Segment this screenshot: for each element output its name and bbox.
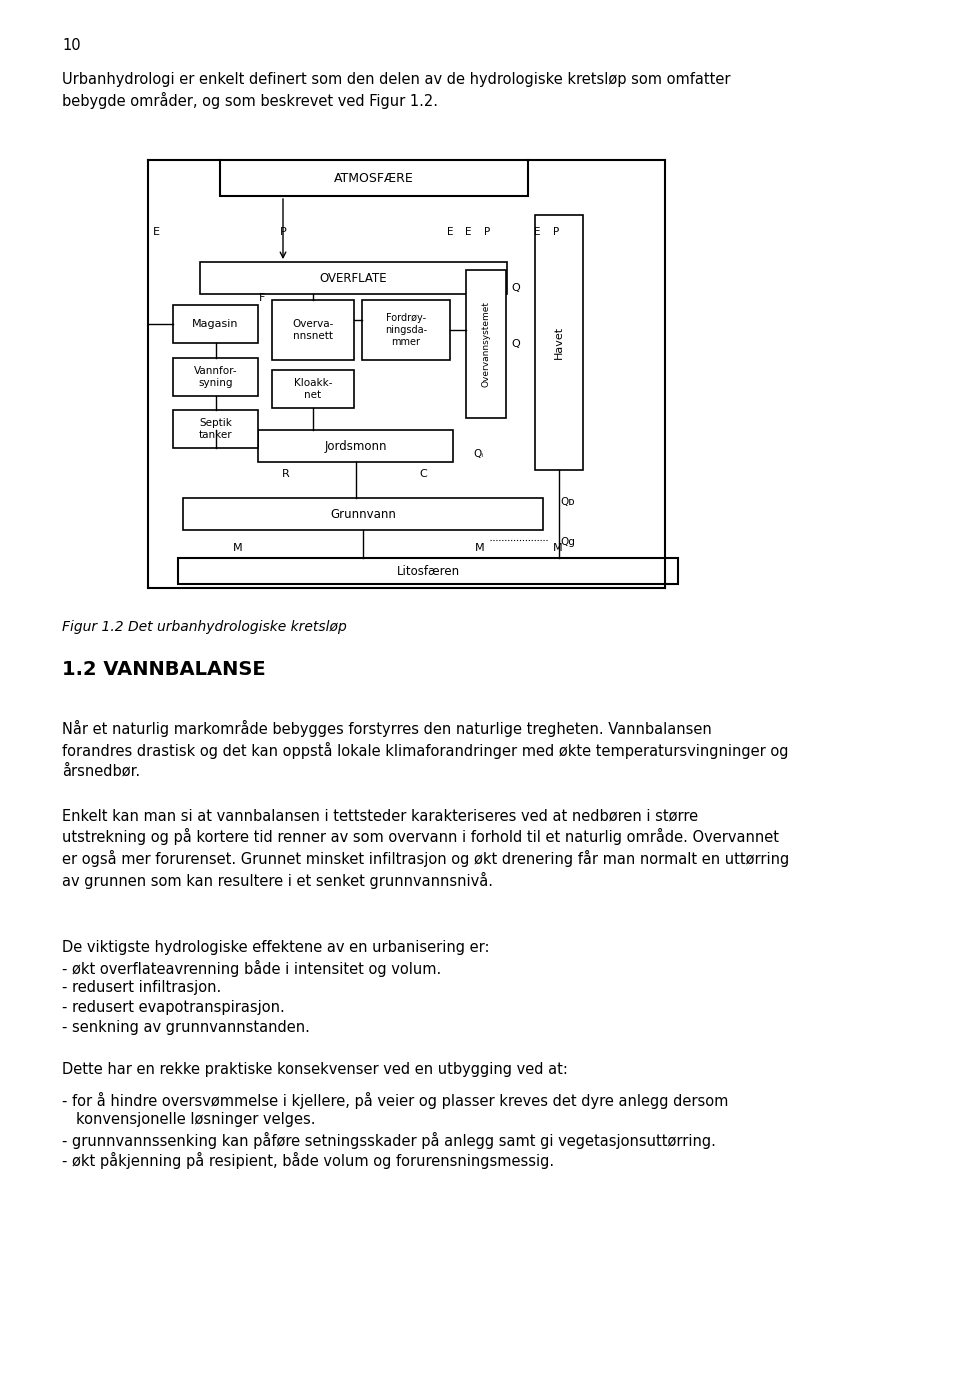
Bar xyxy=(183,498,543,531)
Text: E: E xyxy=(534,227,540,236)
Bar xyxy=(220,160,528,196)
Text: - for å hindre oversvømmelse i kjellere, på veier og plasser kreves det dyre anl: - for å hindre oversvømmelse i kjellere,… xyxy=(62,1092,729,1108)
Text: Qg: Qg xyxy=(561,538,575,547)
Bar xyxy=(173,410,258,448)
Bar xyxy=(272,300,354,359)
Bar xyxy=(535,216,583,470)
Text: Fordrøy-
ningsda-
mmer: Fordrøy- ningsda- mmer xyxy=(385,314,427,347)
Text: P: P xyxy=(279,227,286,236)
Bar xyxy=(200,263,507,294)
Text: M: M xyxy=(233,543,243,553)
Text: Magasin: Magasin xyxy=(192,319,239,329)
Text: - redusert infiltrasjon.: - redusert infiltrasjon. xyxy=(62,980,221,995)
Text: Grunnvann: Grunnvann xyxy=(330,507,396,521)
Text: F: F xyxy=(259,293,265,303)
Text: P: P xyxy=(484,227,491,236)
Text: Q: Q xyxy=(512,339,520,350)
Text: Qᴅ: Qᴅ xyxy=(561,498,575,507)
Text: - økt påkjenning på resipient, både volum og forurensningsmessig.: - økt påkjenning på resipient, både volu… xyxy=(62,1153,554,1169)
Text: Q: Q xyxy=(512,283,520,293)
Text: Urbanhydrologi er enkelt definert som den delen av de hydrologiske kretsløp som : Urbanhydrologi er enkelt definert som de… xyxy=(62,72,731,109)
Text: - redusert evapotranspirasjon.: - redusert evapotranspirasjon. xyxy=(62,1001,285,1014)
Text: Overva-
nnsnett: Overva- nnsnett xyxy=(292,319,334,341)
Text: C: C xyxy=(420,468,427,480)
Text: Når et naturlig markområde bebygges forstyrres den naturlige tregheten. Vannbala: Når et naturlig markområde bebygges fors… xyxy=(62,720,788,778)
Text: - økt overflateavrenning både i intensitet og volum.: - økt overflateavrenning både i intensit… xyxy=(62,960,442,977)
Bar xyxy=(466,269,506,417)
Text: - senkning av grunnvannstanden.: - senkning av grunnvannstanden. xyxy=(62,1020,310,1035)
Text: OVERFLATE: OVERFLATE xyxy=(320,271,387,285)
Text: Figur 1.2 Det urbanhydrologiske kretsløp: Figur 1.2 Det urbanhydrologiske kretsløp xyxy=(62,621,347,634)
Text: Litosfæren: Litosfæren xyxy=(396,564,460,578)
Text: Vannfor-
syning: Vannfor- syning xyxy=(194,366,237,388)
Text: - grunnvannssenking kan påføre setningsskader på anlegg samt gi vegetasjonsuttør: - grunnvannssenking kan påføre setningss… xyxy=(62,1132,716,1148)
Text: 1.2 VANNBALANSE: 1.2 VANNBALANSE xyxy=(62,661,266,679)
Text: Havet: Havet xyxy=(554,326,564,359)
Text: Overvannsystemet: Overvannsystemet xyxy=(482,301,491,387)
Text: konvensjonelle løsninger velges.: konvensjonelle løsninger velges. xyxy=(76,1113,316,1126)
Text: 10: 10 xyxy=(62,37,81,53)
Text: P: P xyxy=(553,227,559,236)
Text: R: R xyxy=(282,468,290,480)
Bar xyxy=(258,430,453,462)
Text: Enkelt kan man si at vannbalansen i tettsteder karakteriseres ved at nedbøren i : Enkelt kan man si at vannbalansen i tett… xyxy=(62,808,789,889)
Text: E: E xyxy=(465,227,471,236)
Text: M: M xyxy=(475,543,485,553)
Text: Jordsmonn: Jordsmonn xyxy=(324,439,387,452)
Bar xyxy=(173,358,258,397)
Text: E: E xyxy=(153,227,159,236)
Text: De viktigste hydrologiske effektene av en urbanisering er:: De viktigste hydrologiske effektene av e… xyxy=(62,940,490,955)
Text: Septik
tanker: Septik tanker xyxy=(199,419,232,439)
Text: ATMOSFÆRE: ATMOSFÆRE xyxy=(334,171,414,185)
Text: M: M xyxy=(553,543,563,553)
Text: E: E xyxy=(446,227,453,236)
Text: Qᵢ: Qᵢ xyxy=(473,449,483,459)
Text: Kloakk-
net: Kloakk- net xyxy=(294,379,332,399)
Bar xyxy=(272,370,354,408)
Text: Dette har en rekke praktiske konsekvenser ved en utbygging ved at:: Dette har en rekke praktiske konsekvense… xyxy=(62,1061,568,1077)
Bar xyxy=(178,558,678,585)
Bar xyxy=(362,300,450,359)
Bar xyxy=(173,305,258,343)
